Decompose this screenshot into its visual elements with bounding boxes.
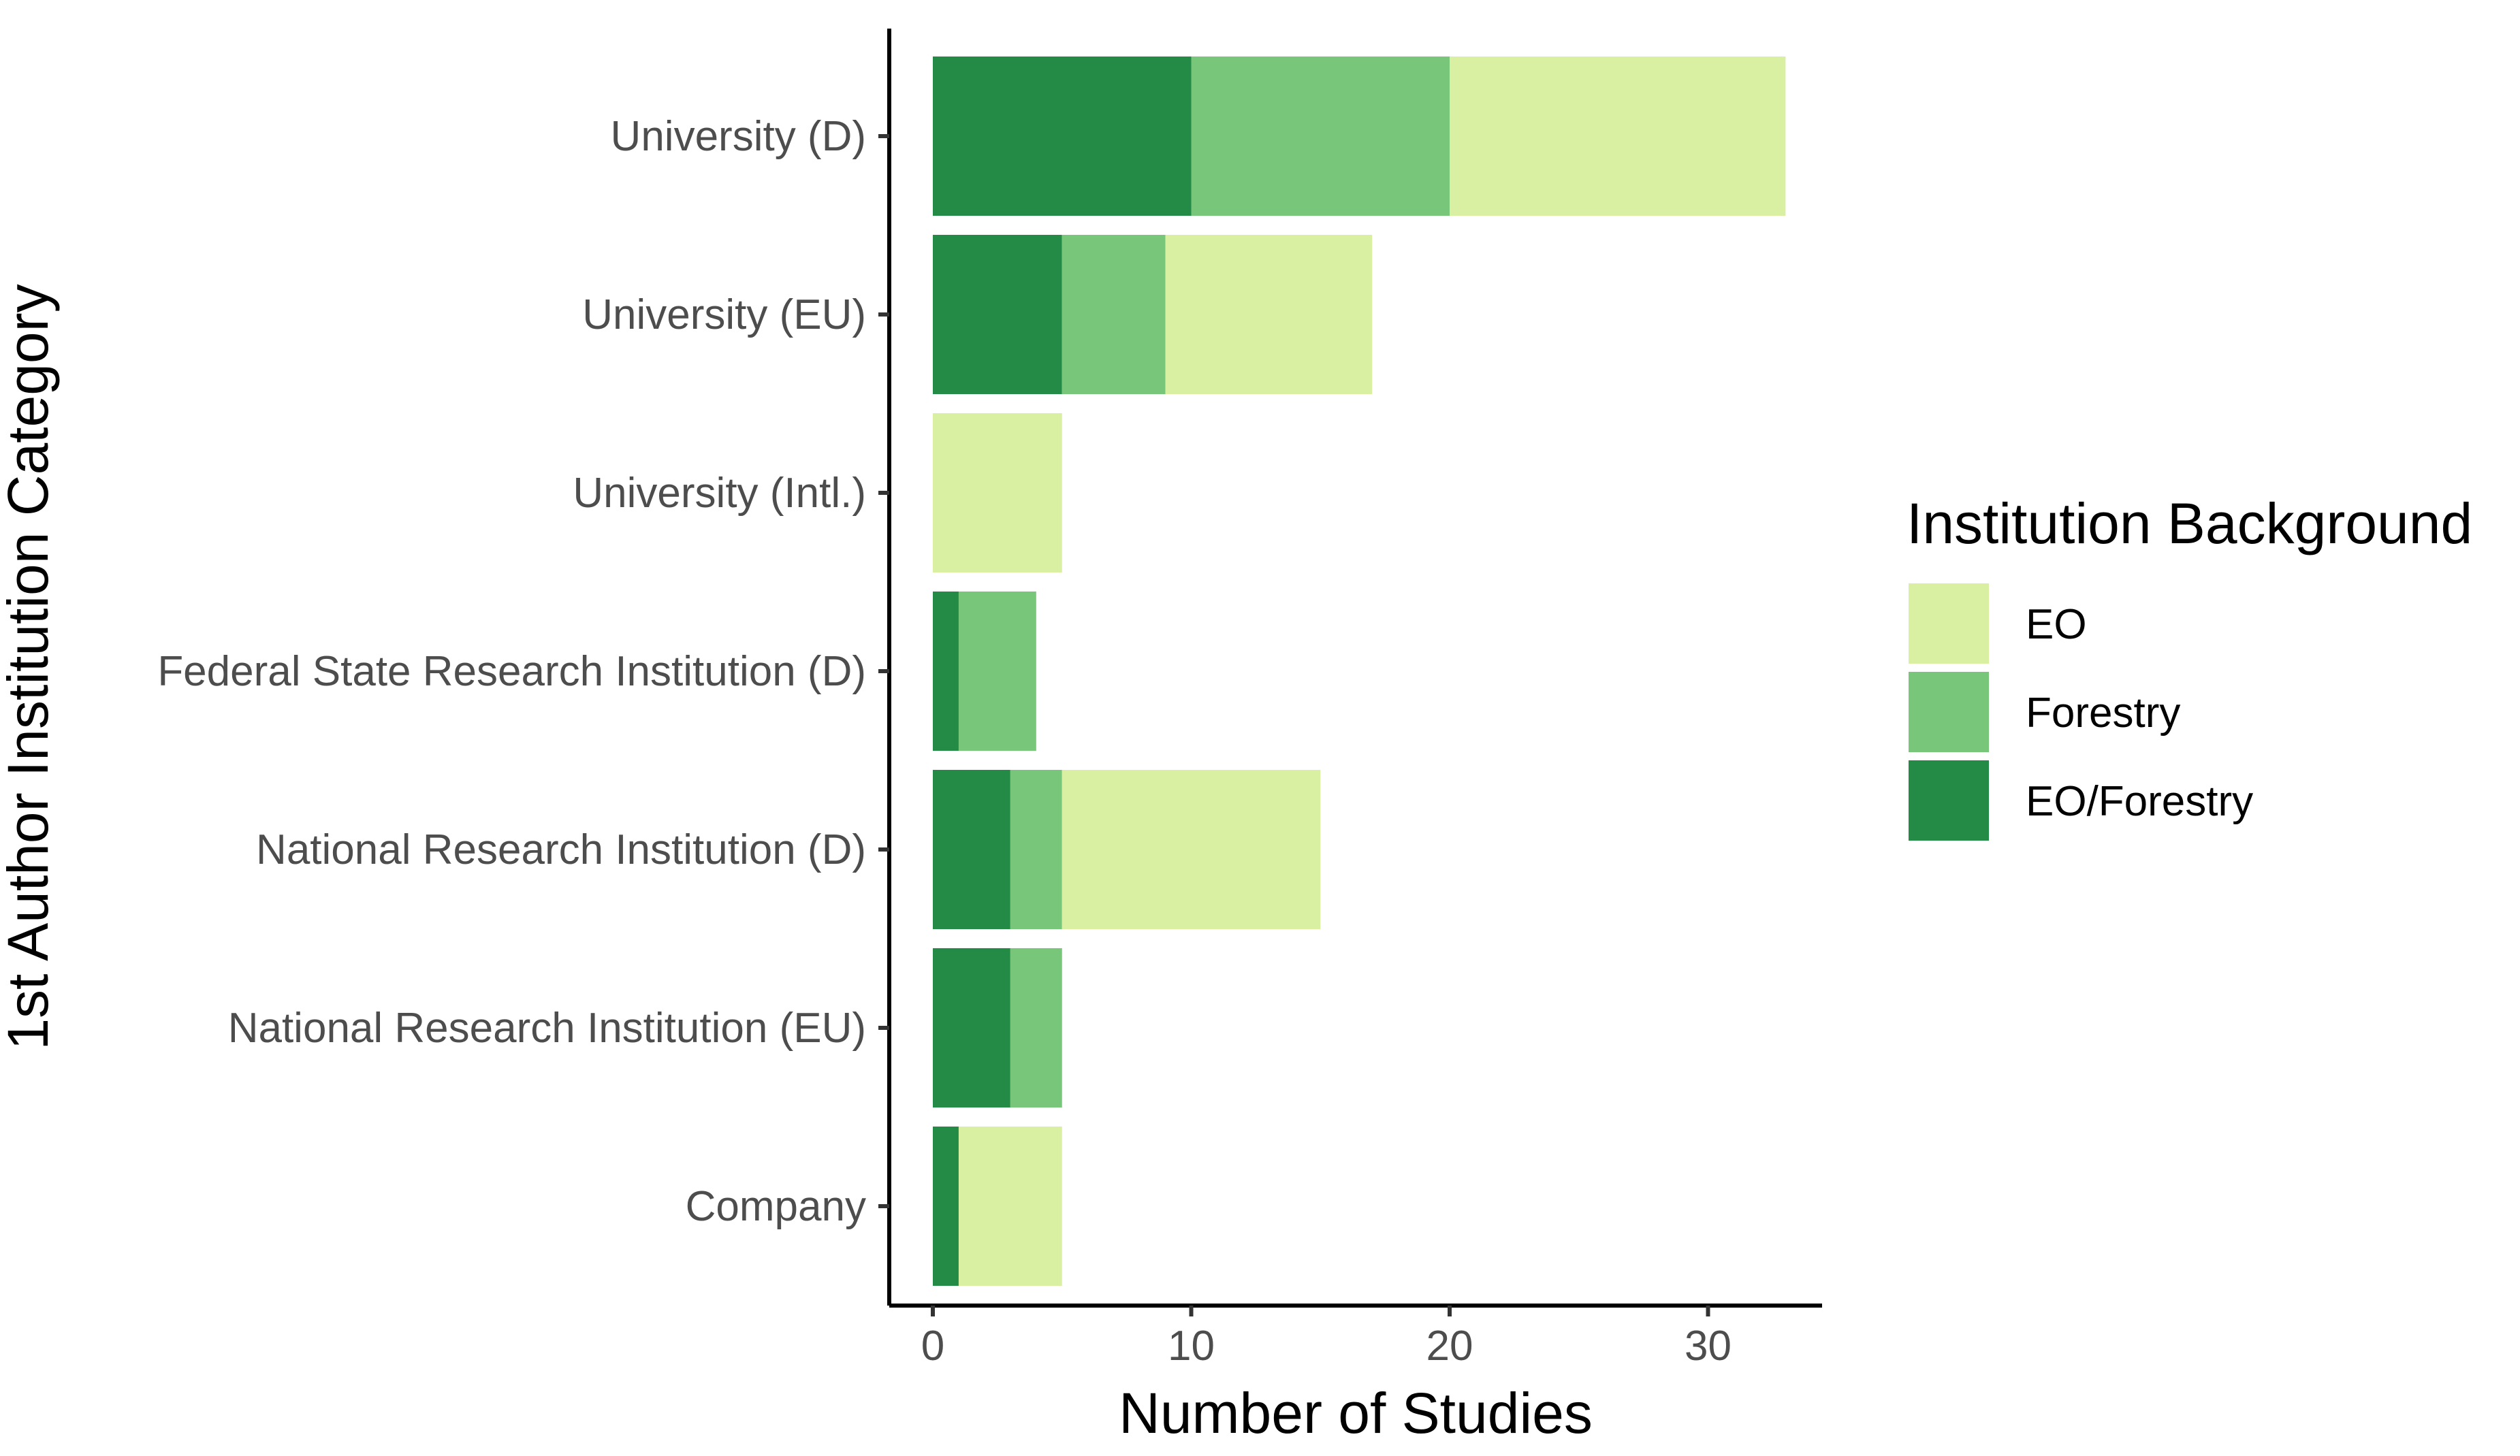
bar-segment-eo-forestry <box>933 1127 959 1286</box>
bar-segment-eo <box>933 413 1062 572</box>
y-tick-label: National Research Institution (D) <box>256 826 866 873</box>
bar-segment-eo <box>958 1127 1062 1286</box>
bar-segment-eo-forestry <box>933 770 1010 929</box>
legend: Institution Background EO Forestry EO/Fore… <box>1907 491 2472 841</box>
bar-segment-forestry <box>1191 56 1450 216</box>
y-tick-label: University (D) <box>611 113 866 160</box>
legend-key-eo-forestry <box>1909 760 1989 841</box>
y-tick-label: University (Intl.) <box>573 470 866 517</box>
bars-layer <box>933 56 1786 1286</box>
legend-label-eo: EO <box>2026 601 2087 648</box>
bar-segment-eo <box>1165 235 1373 394</box>
bar-segment-eo-forestry <box>933 56 1192 216</box>
y-tick-label: University (EU) <box>582 291 866 338</box>
x-axis-title: Number of Studies <box>1119 1381 1593 1445</box>
x-tick-label: 30 <box>1685 1323 1732 1370</box>
bar-segment-forestry <box>1062 235 1166 394</box>
bar-segment-eo-forestry <box>933 235 1062 394</box>
bar-segment-eo-forestry <box>933 948 1010 1107</box>
bar-segment-eo <box>1450 56 1786 216</box>
bar-segment-eo <box>1062 770 1321 929</box>
x-axis: 0 10 20 30 <box>889 1304 1822 1370</box>
x-tick-label: 10 <box>1168 1323 1215 1370</box>
x-tick-label: 0 <box>921 1323 944 1370</box>
y-tick-label: Company <box>686 1183 866 1230</box>
y-axis-title: 1st Author Institution Category <box>0 284 60 1050</box>
legend-label-forestry: Forestry <box>2026 690 2180 737</box>
y-axis: University (D) University (EU) University … <box>157 29 891 1306</box>
bar-segment-forestry <box>1010 948 1062 1107</box>
x-tick-label: 20 <box>1426 1323 1473 1370</box>
legend-title: Institution Background <box>1907 491 2472 555</box>
legend-key-forestry <box>1909 672 1989 752</box>
bar-segment-forestry <box>1010 770 1062 929</box>
y-tick-label: National Research Institution (EU) <box>228 1005 866 1052</box>
bar-segment-forestry <box>958 592 1036 751</box>
bar-segment-eo-forestry <box>933 592 959 751</box>
legend-key-eo <box>1909 583 1989 664</box>
legend-label-eo-forestry: EO/Forestry <box>2026 778 2253 825</box>
y-tick-label: Federal State Research Institution (D) <box>157 648 866 695</box>
